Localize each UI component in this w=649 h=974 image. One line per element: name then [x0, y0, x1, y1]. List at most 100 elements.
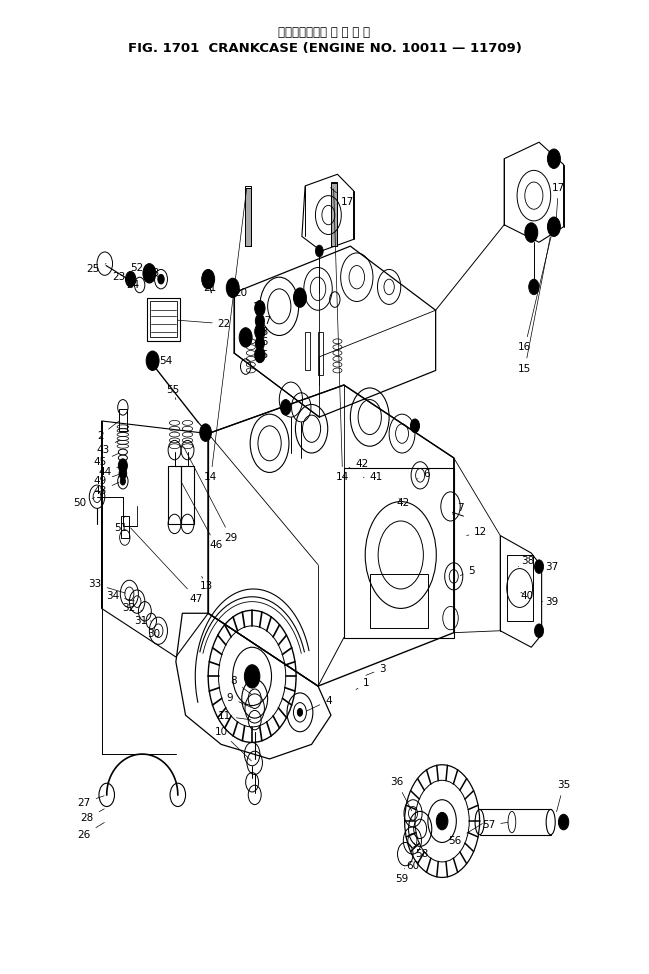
Bar	[331, 183, 337, 246]
Text: 57: 57	[482, 820, 508, 830]
Text: FIG. 1701  CRANKCASE (ENGINE NO. 10011 — 11709): FIG. 1701 CRANKCASE (ENGINE NO. 10011 — …	[128, 42, 521, 55]
Text: 37: 37	[542, 562, 559, 572]
Text: 5: 5	[460, 567, 475, 577]
Bar	[331, 182, 337, 246]
Text: 13: 13	[201, 577, 214, 591]
Bar	[318, 331, 323, 375]
Bar	[305, 331, 310, 370]
Circle shape	[297, 708, 302, 716]
Text: 23: 23	[112, 272, 130, 282]
Circle shape	[120, 477, 125, 485]
Text: 49: 49	[93, 474, 119, 486]
Circle shape	[548, 149, 560, 169]
Text: 31: 31	[134, 616, 151, 626]
Text: 22: 22	[177, 318, 231, 329]
Circle shape	[535, 624, 544, 638]
Text: 35: 35	[557, 780, 570, 811]
Circle shape	[410, 419, 419, 432]
Text: 43: 43	[97, 440, 119, 455]
Text: 41: 41	[363, 472, 383, 482]
Bar	[150, 302, 177, 337]
Circle shape	[239, 327, 252, 347]
Circle shape	[255, 315, 264, 327]
Text: 26: 26	[77, 822, 104, 840]
Text: 59: 59	[395, 869, 409, 884]
Circle shape	[119, 468, 127, 479]
Text: 18: 18	[256, 326, 269, 337]
Text: 17: 17	[330, 188, 354, 207]
Circle shape	[227, 279, 239, 298]
Text: 56: 56	[448, 824, 482, 845]
Text: 24: 24	[127, 280, 140, 290]
Circle shape	[525, 223, 538, 243]
Bar	[245, 188, 251, 246]
Text: 2: 2	[97, 421, 119, 440]
Circle shape	[255, 336, 264, 350]
Text: 58: 58	[414, 843, 428, 859]
Circle shape	[535, 560, 544, 574]
Text: 42: 42	[349, 459, 369, 468]
Text: 8: 8	[230, 676, 251, 694]
Text: 36: 36	[390, 777, 411, 811]
Text: 17: 17	[552, 183, 565, 222]
Text: 46: 46	[181, 482, 223, 550]
Text: 4: 4	[306, 695, 332, 711]
Text: 45: 45	[93, 453, 119, 467]
Text: 28: 28	[80, 808, 104, 823]
Text: 29: 29	[184, 447, 238, 543]
Text: 25: 25	[86, 264, 106, 275]
Text: 44: 44	[98, 467, 119, 477]
Circle shape	[436, 812, 448, 830]
Text: 20: 20	[234, 287, 247, 298]
Circle shape	[280, 399, 291, 415]
Text: 14: 14	[204, 189, 247, 482]
Text: 33: 33	[88, 580, 125, 593]
Bar	[245, 186, 251, 246]
Text: 10: 10	[215, 727, 251, 761]
Text: 1: 1	[356, 678, 370, 690]
Text: 19: 19	[253, 302, 267, 313]
Circle shape	[158, 275, 164, 284]
Text: 50: 50	[74, 498, 94, 507]
Circle shape	[315, 245, 323, 257]
Circle shape	[558, 814, 569, 830]
Circle shape	[245, 664, 260, 688]
Text: 34: 34	[106, 591, 134, 601]
Text: 40: 40	[520, 591, 533, 601]
Bar	[181, 466, 194, 524]
Text: 14: 14	[334, 189, 349, 482]
Circle shape	[143, 264, 156, 283]
Text: 42: 42	[397, 498, 410, 507]
Text: 39: 39	[542, 597, 559, 607]
Circle shape	[548, 217, 560, 237]
Bar	[147, 298, 180, 341]
Bar	[168, 466, 181, 524]
Circle shape	[200, 424, 212, 441]
Circle shape	[202, 270, 215, 289]
Text: 6: 6	[417, 469, 430, 479]
Text: 21: 21	[203, 280, 216, 293]
Text: 27: 27	[77, 796, 104, 807]
Bar	[370, 575, 428, 628]
Text: 15: 15	[518, 238, 550, 373]
Bar	[507, 555, 533, 621]
Circle shape	[293, 288, 306, 308]
Text: 9: 9	[227, 693, 251, 707]
Text: 47: 47	[130, 528, 203, 604]
Circle shape	[254, 301, 265, 317]
Circle shape	[146, 351, 159, 370]
Circle shape	[125, 272, 136, 287]
Text: 32: 32	[122, 604, 142, 614]
Text: 38: 38	[519, 556, 535, 567]
Text: 16: 16	[518, 228, 553, 353]
Text: 54: 54	[155, 356, 172, 366]
Circle shape	[254, 323, 265, 339]
Text: 30: 30	[147, 628, 160, 639]
Text: 52: 52	[130, 263, 149, 274]
Text: 15: 15	[256, 350, 269, 360]
Circle shape	[254, 347, 265, 362]
Text: 7: 7	[452, 504, 463, 514]
Text: 53: 53	[147, 268, 160, 279]
Text: 16: 16	[256, 337, 269, 348]
Text: 11: 11	[217, 711, 251, 721]
